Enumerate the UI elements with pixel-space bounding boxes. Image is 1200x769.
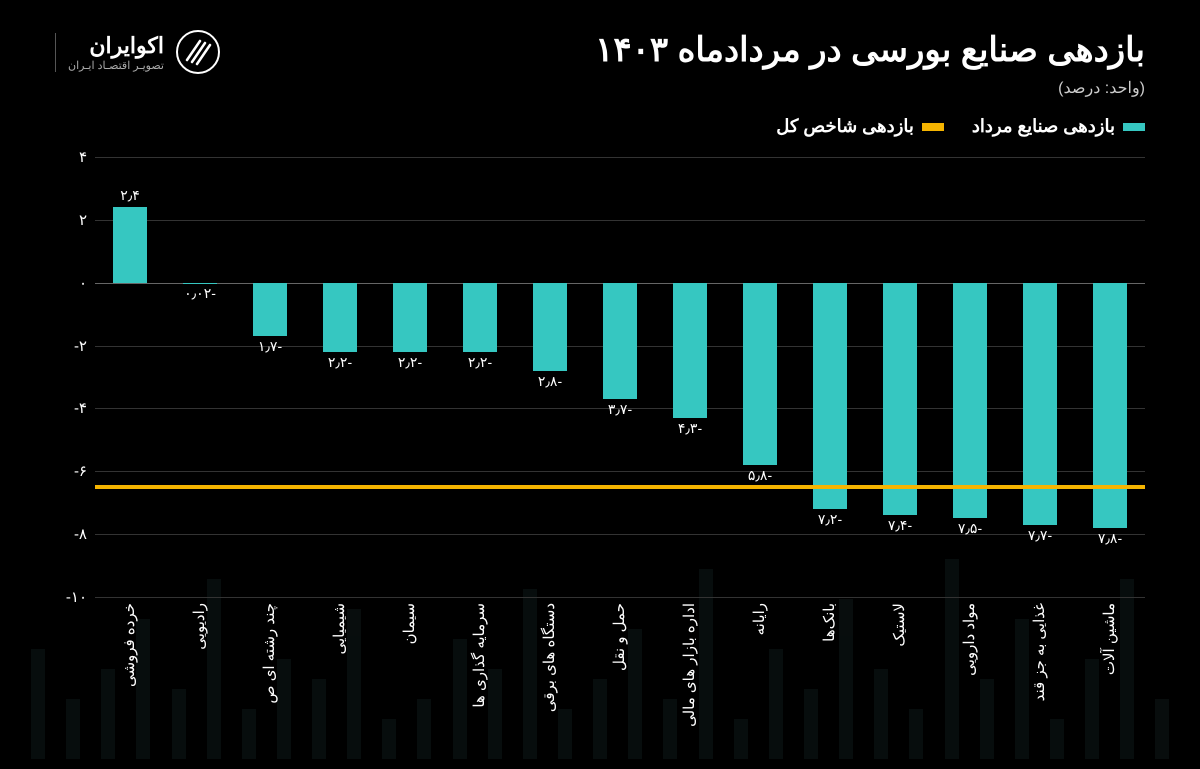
- x-tick-label: شیمیایی: [305, 597, 375, 717]
- brand-tagline: تصویـر اقتصـاد ایـران: [68, 59, 164, 72]
- y-tick-label: -۱۰: [57, 588, 87, 606]
- bar-value-label: -۷٫۷: [1000, 527, 1080, 544]
- bar-slot: -۲٫۸: [515, 157, 585, 597]
- brand-name: اکوایران: [68, 33, 164, 59]
- bar: [673, 283, 707, 418]
- bars-container: ۲٫۴-۰٫۰۲-۱٫۷-۲٫۲-۲٫۲-۲٫۲-۲٫۸-۳٫۷-۴٫۳-۵٫۸…: [95, 157, 1145, 597]
- title-block: بازدهی صنایع بورسی در مردادماه ۱۴۰۳ (واح…: [595, 30, 1145, 98]
- x-tick-label: بانک‌ها: [795, 597, 865, 717]
- bar-slot: -۱٫۷: [235, 157, 305, 597]
- bar-value-label: -۷٫۵: [930, 520, 1010, 537]
- x-tick-label: سیمان: [375, 597, 445, 717]
- x-tick-label: دستگاه های برقی: [515, 597, 585, 717]
- legend: بازدهی صنایع مرداد بازدهی شاخص کل: [0, 108, 1200, 137]
- bar: [183, 283, 217, 284]
- bar-slot: ۲٫۴: [95, 157, 165, 597]
- bar-slot: -۳٫۷: [585, 157, 655, 597]
- y-tick-label: ۲: [57, 211, 87, 229]
- bar-value-label: ۲٫۴: [90, 187, 170, 204]
- bar-value-label: -۱٫۷: [230, 338, 310, 355]
- y-tick-label: -۴: [57, 399, 87, 417]
- bar: [1093, 283, 1127, 528]
- bar-slot: -۷٫۵: [935, 157, 1005, 597]
- bar-value-label: -۰٫۰۲: [160, 285, 240, 302]
- legend-item-series: بازدهی صنایع مرداد: [972, 116, 1145, 137]
- bar-slot: -۲٫۲: [305, 157, 375, 597]
- bar-value-label: -۷٫۸: [1070, 530, 1150, 547]
- bar: [883, 283, 917, 516]
- legend-label-ref: بازدهی شاخص کل: [776, 116, 914, 137]
- y-tick-label: -۶: [57, 462, 87, 480]
- x-tick-label: غذایی به جز قند: [1005, 597, 1075, 717]
- bar-slot: -۲٫۲: [445, 157, 515, 597]
- bar-value-label: -۲٫۲: [300, 354, 380, 371]
- header: بازدهی صنایع بورسی در مردادماه ۱۴۰۳ (واح…: [0, 0, 1200, 108]
- page-title: بازدهی صنایع بورسی در مردادماه ۱۴۰۳: [595, 30, 1145, 70]
- bar-value-label: -۲٫۲: [440, 354, 520, 371]
- page-subtitle: (واحد: درصد): [595, 78, 1145, 98]
- y-tick-label: ۰: [57, 274, 87, 292]
- bar-slot: -۴٫۳: [655, 157, 725, 597]
- legend-item-ref: بازدهی شاخص کل: [776, 116, 944, 137]
- x-tick-label: لاستیک: [865, 597, 935, 717]
- x-tick-label: سرمایه گذاری ها: [445, 597, 515, 717]
- bar-value-label: -۵٫۸: [720, 467, 800, 484]
- bar: [393, 283, 427, 352]
- x-tick-label: ماشین آلات: [1075, 597, 1145, 717]
- bar: [113, 207, 147, 282]
- legend-swatch-ref: [922, 123, 944, 131]
- y-tick-label: -۲: [57, 337, 87, 355]
- x-tick-label: اداره بازار های مالی: [655, 597, 725, 717]
- bar-slot: -۷٫۸: [1075, 157, 1145, 597]
- legend-label-series: بازدهی صنایع مرداد: [972, 116, 1115, 137]
- bar: [813, 283, 847, 509]
- bar: [533, 283, 567, 371]
- reference-line: [95, 485, 1145, 489]
- x-axis-labels: خرده فروشیرادیوییچند رشته ای صشیمیاییسیم…: [95, 597, 1145, 717]
- bar-slot: -۵٫۸: [725, 157, 795, 597]
- x-tick-label: مواد دارویی: [935, 597, 1005, 717]
- bar: [953, 283, 987, 519]
- main-container: بازدهی صنایع بورسی در مردادماه ۱۴۰۳ (واح…: [0, 0, 1200, 769]
- chart-area: ۴۲۰-۲-۴-۶-۸-۱۰۲٫۴-۰٫۰۲-۱٫۷-۲٫۲-۲٫۲-۲٫۲-۲…: [55, 157, 1145, 717]
- bar: [323, 283, 357, 352]
- x-tick-label: چند رشته ای ص: [235, 597, 305, 717]
- brand-logo-icon: [176, 30, 220, 74]
- bar: [253, 283, 287, 336]
- bar-slot: -۷٫۷: [1005, 157, 1075, 597]
- bar: [603, 283, 637, 399]
- bar: [463, 283, 497, 352]
- x-tick-label: حمل و نقل: [585, 597, 655, 717]
- bar-value-label: -۷٫۲: [790, 511, 870, 528]
- bar-slot: -۷٫۴: [865, 157, 935, 597]
- x-tick-label: خرده فروشی: [95, 597, 165, 717]
- y-tick-label: ۴: [57, 148, 87, 166]
- x-tick-label: رادیویی: [165, 597, 235, 717]
- bar-value-label: -۷٫۴: [860, 517, 940, 534]
- bar-slot: -۰٫۰۲: [165, 157, 235, 597]
- bar-value-label: -۲٫۲: [370, 354, 450, 371]
- bar-slot: -۲٫۲: [375, 157, 445, 597]
- x-tick-label: رایانه: [725, 597, 795, 717]
- y-tick-label: -۸: [57, 525, 87, 543]
- brand-text: اکوایران تصویـر اقتصـاد ایـران: [55, 33, 164, 72]
- bar-slot: -۷٫۲: [795, 157, 865, 597]
- bar: [743, 283, 777, 465]
- bar-value-label: -۴٫۳: [650, 420, 730, 437]
- chart-plot: ۴۲۰-۲-۴-۶-۸-۱۰۲٫۴-۰٫۰۲-۱٫۷-۲٫۲-۲٫۲-۲٫۲-۲…: [95, 157, 1145, 597]
- legend-swatch-series: [1123, 123, 1145, 131]
- bar-value-label: -۳٫۷: [580, 401, 660, 418]
- brand: اکوایران تصویـر اقتصـاد ایـران: [55, 30, 220, 74]
- bar-value-label: -۲٫۸: [510, 373, 590, 390]
